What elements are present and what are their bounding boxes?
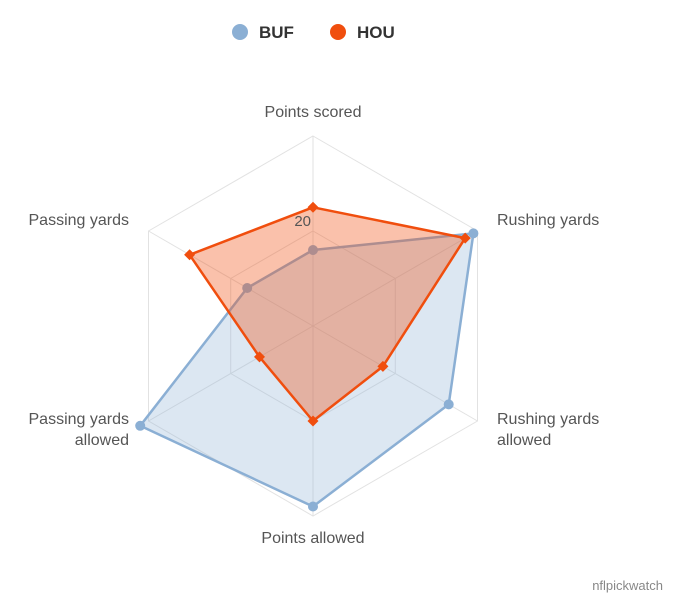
axis-label: Passing yards (29, 212, 130, 229)
data-point-buf[interactable] (308, 245, 318, 255)
data-point-hou[interactable] (307, 415, 319, 427)
grid-spoke (312, 230, 478, 327)
credit-label: nflpickwatch (592, 578, 663, 593)
data-point-hou[interactable] (307, 201, 319, 213)
legend-swatch (330, 24, 346, 40)
legend-swatch (232, 24, 248, 40)
axis-label: Points scored (265, 104, 362, 121)
axis-label: Passing yards allowed (29, 411, 130, 449)
axis-label: Rushing yards allowed (497, 411, 599, 449)
tick-label: 20 (294, 213, 311, 230)
data-point-buf[interactable] (468, 228, 479, 239)
data-point-buf[interactable] (443, 399, 454, 410)
data-point-hou[interactable] (377, 360, 389, 372)
legend-label: HOU (357, 23, 395, 42)
data-point-buf[interactable] (135, 420, 146, 431)
legend-label: BUF (259, 23, 294, 42)
data-point-buf[interactable] (308, 501, 318, 512)
legend: BUF HOU (232, 23, 395, 42)
data-point-hou[interactable] (459, 232, 471, 244)
legend-item-hou[interactable]: HOU (330, 23, 395, 42)
grid-spoke (148, 325, 314, 422)
series-buf (135, 228, 479, 512)
data-point-hou[interactable] (254, 351, 265, 363)
axis-label: Points allowed (261, 530, 364, 547)
axis-label: Rushing yards (497, 212, 599, 229)
legend-item-buf[interactable]: BUF (232, 23, 294, 42)
grid-spoke (148, 230, 314, 327)
data-point-hou[interactable] (184, 249, 196, 261)
series-hou (184, 201, 471, 427)
data-point-buf[interactable] (242, 283, 253, 293)
